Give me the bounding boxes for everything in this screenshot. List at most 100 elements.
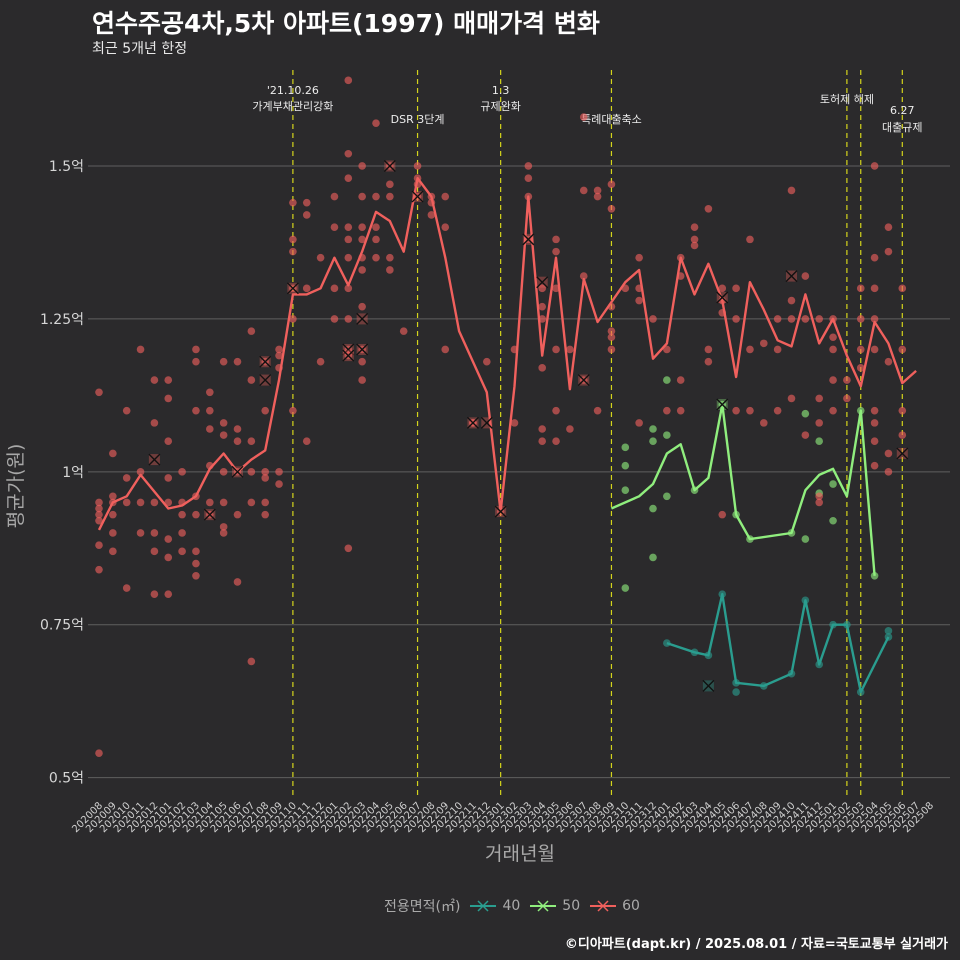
x-mark-stroke <box>577 374 590 387</box>
data-point-50 <box>649 437 657 446</box>
data-point-60 <box>302 198 311 207</box>
data-point-60 <box>704 345 713 354</box>
data-point-60 <box>801 431 810 439</box>
data-point-60 <box>386 180 394 189</box>
chart-title: 연수주공4차,5차 아파트(1997) 매매가격 변화 <box>92 9 600 38</box>
x-mark-stroke <box>716 291 729 304</box>
x-mark-stroke <box>342 349 355 362</box>
data-point-60 <box>441 192 450 201</box>
data-point-60 <box>607 180 616 189</box>
x-axis-label: 거래년월 <box>485 843 555 865</box>
data-point-60 <box>427 211 436 219</box>
data-point-60 <box>109 547 117 556</box>
data-point-60 <box>579 186 588 195</box>
data-point-60 <box>219 419 228 427</box>
y-tick-label: 1.5억 <box>49 159 84 175</box>
x-mark-stroke <box>522 233 535 246</box>
data-point-60 <box>607 327 616 335</box>
data-point-60 <box>302 437 311 446</box>
data-point-60 <box>746 345 754 354</box>
data-point-50 <box>663 376 671 384</box>
data-point-60 <box>178 547 186 556</box>
data-point-60 <box>358 162 366 170</box>
data-point-60 <box>95 504 103 513</box>
data-point-60 <box>898 345 907 354</box>
series-line-60 <box>97 177 917 531</box>
data-point-60 <box>136 529 145 537</box>
x-mark-stroke <box>342 343 355 356</box>
data-point-60 <box>690 241 699 250</box>
data-point-60 <box>261 474 270 482</box>
data-point-60 <box>247 437 256 446</box>
data-point-60 <box>372 253 380 262</box>
data-point-60 <box>164 394 173 403</box>
data-point-60 <box>773 406 782 415</box>
x-mark-60 <box>494 505 507 518</box>
data-point-60 <box>801 272 810 280</box>
data-point-60 <box>690 235 699 244</box>
data-point-60 <box>122 584 131 592</box>
legend-title: 전용면적(㎡) <box>384 899 461 915</box>
data-point-60 <box>870 162 879 170</box>
data-point-60 <box>330 192 339 201</box>
y-tick-label: 0.5억 <box>49 771 84 787</box>
x-mark-stroke <box>203 508 216 521</box>
x-mark-60 <box>480 416 493 429</box>
data-point-60 <box>122 498 131 507</box>
data-point-60 <box>718 510 727 519</box>
data-point-60 <box>386 253 394 262</box>
legend-item-60: 60 <box>590 898 640 914</box>
x-mark-60 <box>383 159 396 172</box>
x-mark-60 <box>342 349 355 362</box>
event-label-line2: 대출규제 <box>882 121 922 134</box>
data-point-60 <box>164 376 173 384</box>
data-point-60 <box>150 376 159 384</box>
series-line-40 <box>666 592 890 694</box>
data-point-50 <box>829 516 837 525</box>
data-point-60 <box>607 333 616 342</box>
data-point-60 <box>219 468 228 476</box>
data-point-60 <box>787 394 796 403</box>
data-point-60 <box>122 406 131 415</box>
x-mark-60 <box>577 374 590 387</box>
data-point-60 <box>829 406 837 415</box>
data-point-60 <box>289 198 297 207</box>
data-point-60 <box>372 223 380 231</box>
data-point-40 <box>663 639 671 647</box>
data-point-60 <box>815 492 823 501</box>
legend-swatch-50-icon <box>530 900 557 912</box>
data-point-60 <box>870 315 879 323</box>
x-mark-stroke <box>148 453 161 466</box>
data-point-60 <box>344 544 353 553</box>
data-point-60 <box>233 437 242 446</box>
x-mark-stroke <box>716 398 729 411</box>
data-point-60 <box>829 345 837 354</box>
data-point-60 <box>538 364 546 372</box>
y-tick-label: 1억 <box>62 465 84 481</box>
data-point-60 <box>289 315 297 323</box>
x-mark-60 <box>259 374 272 387</box>
data-point-60 <box>233 578 242 586</box>
x-mark-stroke <box>383 159 396 172</box>
data-point-60 <box>261 510 270 519</box>
data-point-60 <box>275 480 283 488</box>
data-point-60 <box>372 235 380 244</box>
data-point-50 <box>621 486 630 494</box>
data-point-60 <box>579 113 588 121</box>
data-point-60 <box>358 192 366 201</box>
data-point-60 <box>164 474 173 482</box>
grid-lines <box>88 165 950 779</box>
data-point-60 <box>192 547 200 556</box>
data-point-50 <box>663 431 671 439</box>
data-point-60 <box>136 468 145 476</box>
x-mark-60 <box>342 343 355 356</box>
data-point-60 <box>441 223 450 231</box>
data-point-60 <box>593 186 602 195</box>
x-mark-60 <box>231 465 244 478</box>
data-point-60 <box>344 76 353 85</box>
x-mark-stroke <box>356 312 369 325</box>
data-point-60 <box>192 559 200 568</box>
y-axis-label: 평균가(원) <box>5 444 27 529</box>
data-point-60 <box>552 437 560 446</box>
data-point-60 <box>95 565 103 574</box>
